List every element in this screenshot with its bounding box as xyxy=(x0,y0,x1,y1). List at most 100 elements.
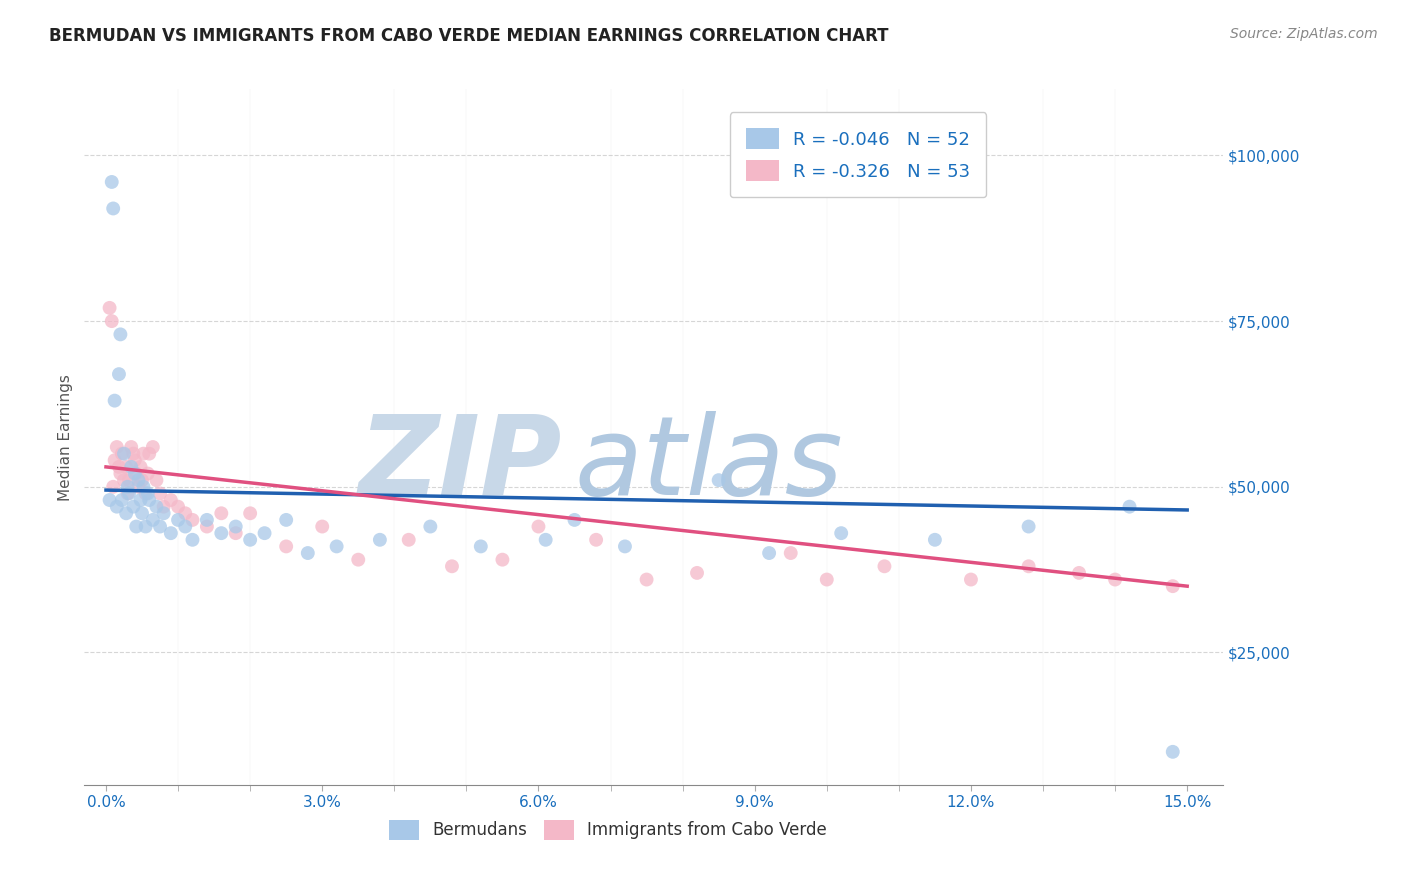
Point xyxy=(636,573,658,587)
Text: atlas: atlas xyxy=(574,411,842,518)
Point xyxy=(225,519,247,533)
Point xyxy=(105,440,128,454)
Point xyxy=(104,453,127,467)
Point xyxy=(491,552,513,566)
Point xyxy=(132,480,155,494)
Point xyxy=(347,552,370,566)
Point xyxy=(167,500,190,514)
Point xyxy=(1018,559,1040,574)
Point xyxy=(111,447,134,461)
Point xyxy=(613,540,636,554)
Point xyxy=(112,473,135,487)
Point xyxy=(174,519,197,533)
Point xyxy=(125,519,148,533)
Point xyxy=(115,459,138,474)
Point xyxy=(311,519,333,533)
Point xyxy=(815,573,838,587)
Point xyxy=(127,480,149,494)
Point xyxy=(209,526,232,541)
Point xyxy=(276,513,298,527)
Point xyxy=(103,202,125,216)
Text: Source: ZipAtlas.com: Source: ZipAtlas.com xyxy=(1230,27,1378,41)
Point xyxy=(115,506,138,520)
Y-axis label: Median Earnings: Median Earnings xyxy=(58,374,73,500)
Point xyxy=(105,500,128,514)
Point xyxy=(136,486,159,500)
Point xyxy=(209,506,232,520)
Point xyxy=(419,519,441,533)
Point xyxy=(104,393,127,408)
Point xyxy=(138,493,160,508)
Point xyxy=(98,301,121,315)
Point xyxy=(127,473,149,487)
Point xyxy=(129,493,152,508)
Point xyxy=(118,473,141,487)
Point xyxy=(181,533,204,547)
Point xyxy=(111,493,134,508)
Point xyxy=(1161,579,1184,593)
Point xyxy=(124,453,146,467)
Point xyxy=(779,546,801,560)
Point xyxy=(124,467,146,481)
Point xyxy=(564,513,586,527)
Point xyxy=(98,493,121,508)
Point xyxy=(142,513,165,527)
Point xyxy=(118,486,141,500)
Point xyxy=(160,526,183,541)
Point xyxy=(135,486,157,500)
Point xyxy=(924,533,946,547)
Point xyxy=(138,447,160,461)
Point xyxy=(135,519,157,533)
Point xyxy=(100,175,122,189)
Point xyxy=(470,540,492,554)
Point xyxy=(398,533,420,547)
Point xyxy=(1118,500,1140,514)
Point xyxy=(325,540,347,554)
Point xyxy=(100,314,122,328)
Point xyxy=(167,513,190,527)
Point xyxy=(117,480,139,494)
Point xyxy=(253,526,276,541)
Point xyxy=(152,500,174,514)
Point xyxy=(830,526,852,541)
Point xyxy=(149,486,172,500)
Point xyxy=(110,467,132,481)
Point xyxy=(117,486,139,500)
Point xyxy=(125,467,148,481)
Point xyxy=(1018,519,1040,533)
Point xyxy=(131,473,153,487)
Point xyxy=(131,506,153,520)
Text: BERMUDAN VS IMMIGRANTS FROM CABO VERDE MEDIAN EARNINGS CORRELATION CHART: BERMUDAN VS IMMIGRANTS FROM CABO VERDE M… xyxy=(49,27,889,45)
Point xyxy=(440,559,463,574)
Point xyxy=(873,559,896,574)
Point xyxy=(108,367,131,381)
Point xyxy=(145,500,167,514)
Point xyxy=(142,440,165,454)
Text: ZIP: ZIP xyxy=(359,411,562,518)
Point xyxy=(239,533,262,547)
Point xyxy=(1067,566,1090,580)
Point xyxy=(120,459,142,474)
Point xyxy=(707,473,730,487)
Point xyxy=(132,447,155,461)
Point xyxy=(103,480,125,494)
Point xyxy=(239,506,262,520)
Point xyxy=(534,533,557,547)
Point xyxy=(108,459,131,474)
Point xyxy=(1161,745,1184,759)
Point xyxy=(960,573,983,587)
Point xyxy=(149,519,172,533)
Point xyxy=(1104,573,1126,587)
Point xyxy=(120,440,142,454)
Point xyxy=(174,506,197,520)
Point xyxy=(110,327,132,342)
Point xyxy=(152,506,174,520)
Point xyxy=(181,513,204,527)
Point xyxy=(112,447,135,461)
Point xyxy=(527,519,550,533)
Legend: Bermudans, Immigrants from Cabo Verde: Bermudans, Immigrants from Cabo Verde xyxy=(382,814,834,847)
Point xyxy=(585,533,607,547)
Point xyxy=(195,513,218,527)
Point xyxy=(129,459,152,474)
Point xyxy=(145,473,167,487)
